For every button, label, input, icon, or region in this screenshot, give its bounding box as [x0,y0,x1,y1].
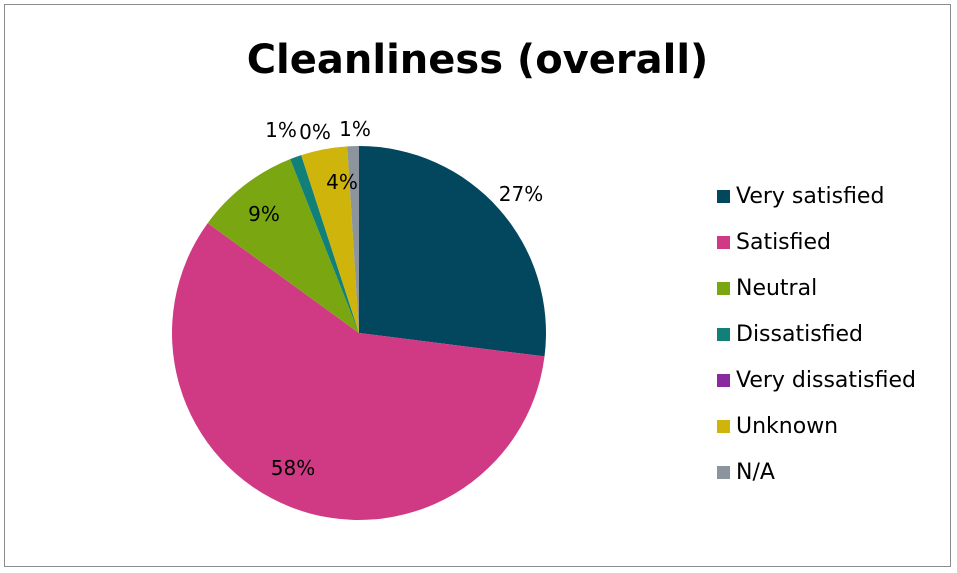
slice-label-neutral: 9% [248,202,280,226]
legend-swatch [717,328,730,341]
pie-slice-dissatisfied [290,155,359,333]
legend-swatch [717,420,730,433]
slice-label-unknown: 4% [326,170,358,194]
pie-slice-n-a [347,146,359,333]
slice-label-n-a: 1% [339,117,371,141]
legend-label: Neutral [736,276,818,301]
legend-label: Very satisfied [736,184,885,209]
legend-label: Very dissatisfied [736,368,916,393]
legend-swatch [717,374,730,387]
legend-label: Dissatisfied [736,322,864,347]
pie-slice-satisfied [172,223,545,520]
legend-swatch [717,190,730,203]
pie-slice-unknown [301,146,359,333]
chart-title: Cleanliness (overall) [246,37,709,83]
pie-slice-neutral [207,159,359,333]
slice-label-very-dissatisfied: 0% [299,120,331,144]
slice-label-dissatisfied: 1% [265,118,297,142]
legend-label: Unknown [736,414,839,439]
legend-swatch [717,236,730,249]
chart-frame: Cleanliness (overall) 27% 58% 9% 1% 0% 4% 1% V… [4,4,951,567]
legend-swatch [717,466,730,479]
legend-label: N/A [736,460,775,485]
legend-label: Satisfied [736,230,832,255]
pie-slice-very-satisfied [359,146,547,357]
pie-chart: 27%58%9%1% 0%4%1% [172,117,547,520]
legend-swatch [717,282,730,295]
slice-label-satisfied: 58% [271,456,315,480]
slice-label-very-satisfied: 27% [499,182,543,206]
